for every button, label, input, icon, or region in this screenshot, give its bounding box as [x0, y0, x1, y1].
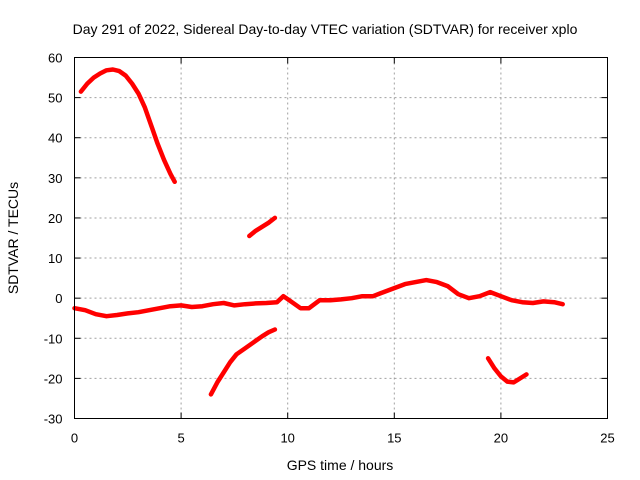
x-tick-label: 20 — [494, 431, 508, 446]
x-tick-labels: 0 5 10 15 20 25 — [71, 431, 615, 446]
series-rising-negative — [208, 327, 278, 397]
x-tick-label: 0 — [71, 431, 78, 446]
x-tick-label: 5 — [177, 431, 184, 446]
y-tick-labels: -30 -20 -10 0 10 20 30 40 50 60 — [44, 51, 63, 427]
y-axis-label: SDTVAR / TECUs — [5, 182, 21, 294]
x-tick-label: 15 — [387, 431, 401, 446]
y-tick-label: 20 — [48, 211, 62, 226]
axis-ticks — [74, 57, 608, 419]
y-tick-label: 40 — [48, 131, 62, 146]
y-tick-label: -30 — [44, 412, 63, 427]
series-high-arc — [78, 67, 177, 185]
plot-frame — [74, 57, 608, 419]
series-near-zero-baseline — [72, 277, 565, 319]
y-tick-label: 60 — [48, 51, 62, 66]
y-tick-label: 30 — [48, 171, 62, 186]
y-tick-label: 50 — [48, 91, 62, 106]
x-tick-label: 25 — [600, 431, 614, 446]
x-tick-label: 10 — [280, 431, 294, 446]
y-tick-label: 0 — [55, 291, 62, 306]
y-tick-label: -20 — [44, 371, 63, 386]
chart-title: Day 291 of 2022, Sidereal Day-to-day VTE… — [73, 21, 578, 37]
series-short-segment — [247, 215, 278, 239]
grid-lines — [74, 57, 608, 419]
y-tick-label: -10 — [44, 331, 63, 346]
y-tick-label: 10 — [48, 251, 62, 266]
series-late-dip — [485, 356, 529, 385]
x-axis-label: GPS time / hours — [287, 457, 394, 473]
series-layer — [72, 67, 565, 397]
